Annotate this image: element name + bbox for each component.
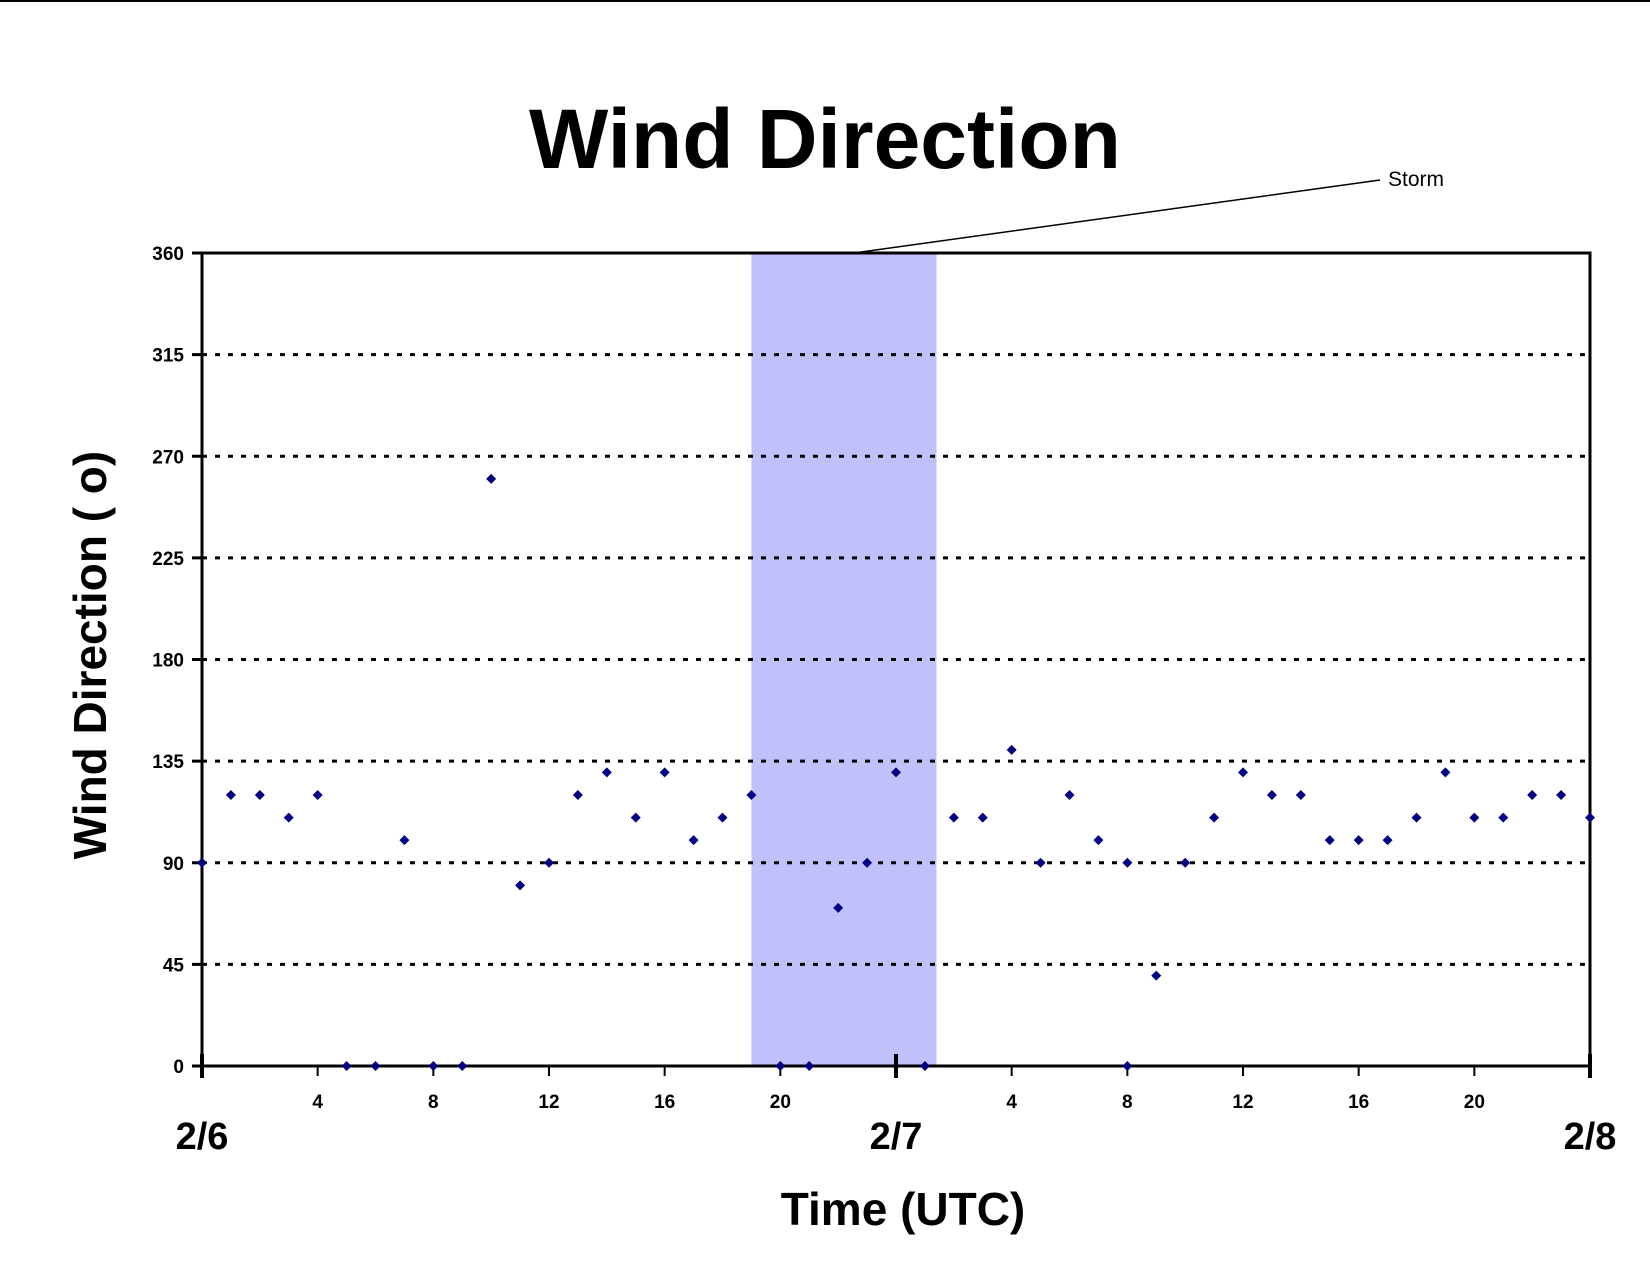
data-point-32 bbox=[1122, 857, 1133, 868]
x-tick-label-40: 16 bbox=[1348, 1092, 1369, 1113]
data-point-8 bbox=[428, 1061, 439, 1071]
data-point-35 bbox=[1180, 857, 1191, 868]
y-tick-label-315: 315 bbox=[152, 346, 184, 367]
data-point-48 bbox=[1556, 790, 1567, 800]
data-point-43 bbox=[1411, 812, 1422, 823]
y-tick-label-90: 90 bbox=[163, 854, 184, 875]
data-point-30 bbox=[1064, 790, 1075, 800]
data-point-47 bbox=[1527, 790, 1538, 800]
data-point-38 bbox=[1266, 790, 1277, 800]
data-point-42 bbox=[1382, 835, 1393, 846]
day-label-24: 2/7 bbox=[870, 1116, 923, 1158]
day-label-0: 2/6 bbox=[176, 1116, 229, 1158]
data-point-31 bbox=[1093, 835, 1104, 846]
data-point-12 bbox=[544, 857, 554, 868]
data-point-4 bbox=[312, 790, 323, 800]
y-axis-ticks: 0 45 90 135 180 225 270 315 360 bbox=[152, 244, 202, 1078]
x-tick-label-12: 12 bbox=[538, 1092, 559, 1113]
data-point-16 bbox=[659, 767, 670, 778]
data-point-26 bbox=[948, 812, 959, 823]
data-point-36 bbox=[1209, 812, 1220, 823]
data-points bbox=[197, 473, 1595, 1071]
y-tick-label-45: 45 bbox=[163, 955, 185, 976]
x-tick-label-44: 20 bbox=[1464, 1092, 1485, 1113]
data-point-44 bbox=[1440, 767, 1451, 778]
data-point-45 bbox=[1469, 812, 1480, 823]
y-tick-label-0: 0 bbox=[173, 1057, 184, 1078]
x-axis-ticks: 4 8 12 16 20 4 8 12 16 20 bbox=[312, 1066, 1485, 1113]
x-tick-label-20: 20 bbox=[770, 1092, 791, 1113]
data-point-14 bbox=[601, 767, 612, 778]
data-point-46 bbox=[1498, 812, 1509, 823]
x-tick-label-32: 8 bbox=[1122, 1092, 1133, 1113]
y-tick-label-135: 135 bbox=[152, 752, 184, 773]
y-tick-label-180: 180 bbox=[152, 651, 184, 672]
data-point-37 bbox=[1238, 767, 1248, 778]
day-labels: 2/6 2/7 2/8 bbox=[176, 1054, 1617, 1158]
data-point-10 bbox=[486, 473, 497, 484]
data-point-6 bbox=[370, 1061, 381, 1071]
x-axis-title: Time (UTC) bbox=[781, 1183, 1026, 1235]
x-tick-label-36: 12 bbox=[1232, 1092, 1253, 1113]
data-point-25 bbox=[919, 1061, 930, 1071]
data-point-21 bbox=[804, 1061, 815, 1071]
data-point-15 bbox=[630, 812, 641, 823]
y-tick-label-360: 360 bbox=[152, 244, 184, 265]
data-point-22 bbox=[833, 902, 844, 913]
data-point-41 bbox=[1353, 835, 1364, 846]
day-label-48: 2/8 bbox=[1564, 1116, 1617, 1158]
x-tick-label-16: 16 bbox=[654, 1092, 675, 1113]
x-tick-label-28: 4 bbox=[1006, 1092, 1017, 1113]
data-point-3 bbox=[283, 812, 294, 823]
data-point-20 bbox=[775, 1061, 786, 1071]
top-border-rule bbox=[0, 0, 1650, 2]
y-tick-label-225: 225 bbox=[152, 549, 184, 570]
data-point-0 bbox=[197, 857, 207, 868]
data-point-27 bbox=[977, 812, 988, 823]
data-point-28 bbox=[1006, 744, 1017, 755]
data-point-1 bbox=[225, 790, 236, 800]
data-point-19 bbox=[746, 790, 757, 800]
data-point-33 bbox=[1122, 1061, 1133, 1071]
data-point-13 bbox=[572, 790, 583, 800]
data-point-39 bbox=[1295, 790, 1306, 800]
data-point-29 bbox=[1035, 857, 1046, 868]
y-tick-label-270: 270 bbox=[152, 447, 184, 468]
data-point-23 bbox=[862, 857, 873, 868]
data-point-18 bbox=[717, 812, 728, 823]
x-tick-label-4: 4 bbox=[312, 1092, 323, 1113]
data-point-5 bbox=[341, 1061, 352, 1071]
storm-annotation-label: Storm bbox=[1388, 168, 1444, 191]
chart-title: Wind Direction bbox=[529, 92, 1121, 186]
data-point-49 bbox=[1585, 812, 1595, 823]
data-point-11 bbox=[515, 880, 526, 891]
storm-annotation-leader-line bbox=[853, 179, 1381, 254]
data-point-2 bbox=[254, 790, 265, 800]
data-point-40 bbox=[1324, 835, 1335, 846]
data-point-7 bbox=[399, 835, 410, 846]
gridlines bbox=[202, 353, 1590, 966]
data-point-17 bbox=[688, 835, 699, 846]
x-tick-label-8: 8 bbox=[428, 1092, 439, 1113]
y-axis-title: Wind Direction ( o) bbox=[64, 451, 116, 859]
data-point-9 bbox=[457, 1061, 468, 1071]
data-point-24 bbox=[891, 767, 901, 778]
data-point-34 bbox=[1151, 970, 1162, 981]
